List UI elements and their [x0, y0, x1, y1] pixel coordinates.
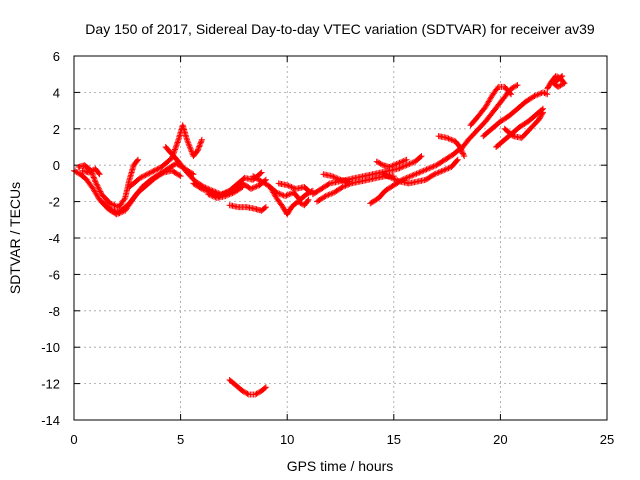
data-marker-path: [126, 122, 205, 190]
data-marker-path: [190, 176, 269, 200]
series-arc-24: [501, 109, 546, 141]
series-arc-22: [480, 89, 551, 140]
x-tick-label: 20: [493, 432, 507, 447]
grid: [74, 56, 607, 420]
series-arc-15: [320, 171, 352, 185]
series-arc-7: [190, 176, 269, 200]
series-arc-9: [226, 202, 269, 214]
y-tick-label: 4: [53, 85, 60, 100]
plot-frame: [73, 55, 608, 421]
data-marker-path: [275, 180, 314, 196]
y-axis-label: SDTVAR / TECUs: [7, 182, 23, 294]
y-tick-label: 6: [53, 49, 60, 64]
y-tick-label: -10: [41, 340, 60, 355]
x-tick-label: 10: [280, 432, 294, 447]
data-marker-path: [480, 89, 551, 140]
data-marker-path: [309, 153, 425, 198]
data-marker-path: [226, 377, 269, 398]
series-arc-21: [467, 83, 515, 129]
data-marker-path: [79, 165, 103, 178]
x-tick-label: 5: [177, 432, 184, 447]
series-arc-12: [275, 180, 314, 196]
series-arc-3: [79, 165, 103, 178]
axis-ticks: 0 5 10 15 20 25 -14 -12 -10 -8 -6 -4 -2 0 2 4 6: [41, 49, 614, 447]
x-tick-label: 25: [600, 432, 614, 447]
x-tick-label: 15: [387, 432, 401, 447]
data-marker-path: [373, 156, 410, 170]
y-tick-label: -8: [48, 304, 60, 319]
data-marker-path: [98, 167, 184, 216]
data-marker-path: [467, 83, 515, 129]
y-tick-label: 0: [53, 158, 60, 173]
data-points: [71, 73, 568, 398]
series-arc-11: [267, 184, 312, 218]
data-marker-path: [501, 109, 546, 141]
y-tick-label: 2: [53, 122, 60, 137]
series-arc-23: [493, 105, 546, 150]
y-tick-label: -2: [48, 195, 60, 210]
data-marker-path: [226, 202, 269, 214]
data-marker-path: [267, 184, 312, 218]
data-marker-path: [205, 184, 246, 201]
x-axis-label: GPS time / hours: [287, 458, 394, 474]
series-arc-26: [226, 377, 269, 398]
y-tick-label: -6: [48, 267, 60, 282]
series-arc-5: [126, 122, 205, 190]
x-tick-label: 0: [70, 432, 77, 447]
series-arc-25: [544, 73, 568, 92]
data-marker-path: [493, 105, 546, 150]
series-arc-4: [98, 167, 184, 216]
y-tick-label: -14: [41, 413, 60, 428]
y-tick-label: -4: [48, 231, 60, 246]
data-marker-path: [75, 156, 141, 211]
y-tick-label: -12: [41, 377, 60, 392]
chart-title: Day 150 of 2017, Sidereal Day-to-day VTE…: [85, 21, 595, 37]
series-arc-18: [373, 156, 410, 170]
data-marker-path: [320, 171, 352, 185]
series-arc-2: [75, 156, 141, 211]
series-arc-13: [309, 153, 425, 198]
data-marker-path: [544, 73, 568, 92]
data-marker-path: [380, 156, 461, 187]
series-arc-8: [205, 184, 246, 201]
series-arc-17: [380, 156, 461, 187]
